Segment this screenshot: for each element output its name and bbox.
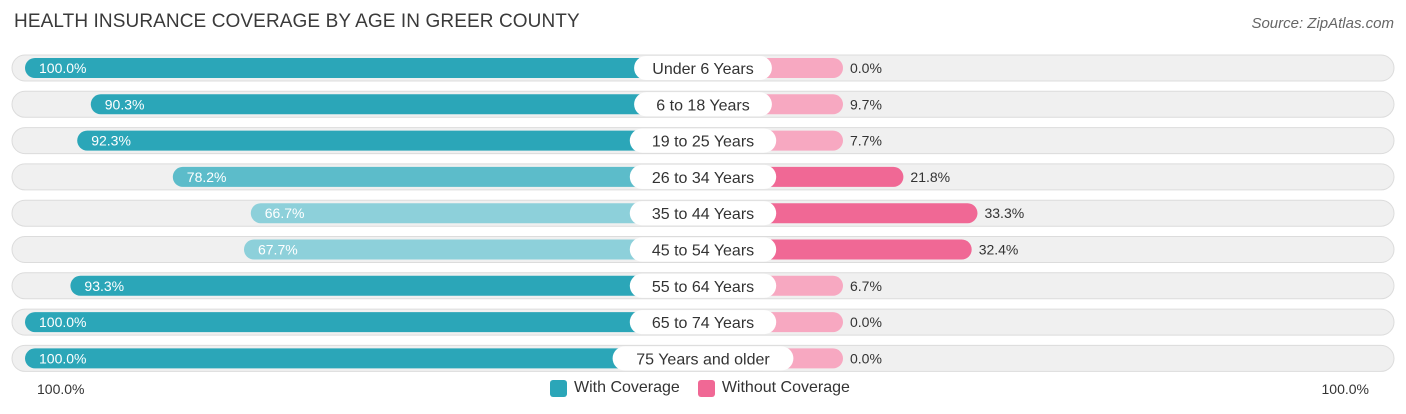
value-label-with: 67.7% [258, 242, 298, 258]
category-label: 55 to 64 Years [652, 279, 754, 296]
value-label-without: 0.0% [850, 314, 882, 330]
category-label: 6 to 18 Years [656, 97, 749, 114]
category-pill [629, 310, 777, 335]
value-label-with: 100.0% [39, 60, 86, 76]
axis-right-label: 100.0% [1321, 381, 1369, 397]
value-label-without: 6.7% [850, 278, 882, 294]
value-label-with: 78.2% [187, 169, 227, 185]
bar-with-coverage [25, 348, 703, 369]
value-label-without: 32.4% [979, 242, 1019, 258]
value-label-with: 100.0% [39, 350, 86, 366]
value-label-with: 66.7% [265, 205, 305, 221]
category-pill [612, 346, 794, 371]
category-label: 45 to 54 Years [652, 243, 754, 260]
legend: With Coverage Without Coverage [550, 379, 868, 397]
category-pill [634, 56, 772, 80]
bar-with-coverage [250, 203, 704, 224]
legend-label-without: Without Coverage [721, 379, 850, 396]
bar-with-coverage [243, 239, 703, 260]
value-label-without: 7.7% [850, 133, 882, 149]
value-label-without: 0.0% [850, 350, 882, 366]
value-label-with: 93.3% [84, 278, 124, 294]
category-label: 75 Years and older [636, 351, 770, 368]
chart-title: HEALTH INSURANCE COVERAGE BY AGE IN GREE… [14, 11, 580, 32]
value-label-with: 92.3% [91, 133, 131, 149]
bar-with-coverage [77, 130, 704, 151]
bar-with-coverage [70, 275, 703, 296]
legend-swatch-without [697, 379, 715, 397]
value-label-without: 0.0% [850, 60, 882, 76]
category-pill [629, 273, 777, 298]
category-label: 26 to 34 Years [652, 170, 754, 187]
category-pill [629, 164, 777, 189]
bar-with-coverage [172, 166, 703, 187]
bar-with-coverage [25, 58, 703, 78]
chart-source: Source: ZipAtlas.com [1251, 15, 1394, 32]
category-label: 35 to 44 Years [652, 206, 754, 223]
bar-with-coverage [25, 312, 703, 333]
category-label: Under 6 Years [652, 61, 753, 78]
category-pill [634, 92, 772, 117]
legend-swatch-with [550, 379, 567, 397]
legend-item-with: With Coverage [550, 379, 680, 397]
category-label: 65 to 74 Years [652, 315, 754, 332]
bar-with-coverage [90, 94, 704, 115]
value-label-without: 9.7% [850, 96, 882, 112]
category-pill [629, 237, 777, 262]
value-label-without: 33.3% [984, 205, 1024, 221]
value-label-with: 90.3% [105, 96, 145, 112]
category-label: 19 to 25 Years [652, 134, 754, 151]
value-label-with: 100.0% [39, 314, 86, 330]
value-label-without: 21.8% [910, 169, 950, 185]
category-pill [629, 128, 777, 153]
axis-left-label: 100.0% [37, 381, 85, 397]
legend-item-without: Without Coverage [697, 379, 850, 397]
legend-label-with: With Coverage [574, 379, 680, 396]
category-pill [629, 201, 777, 226]
